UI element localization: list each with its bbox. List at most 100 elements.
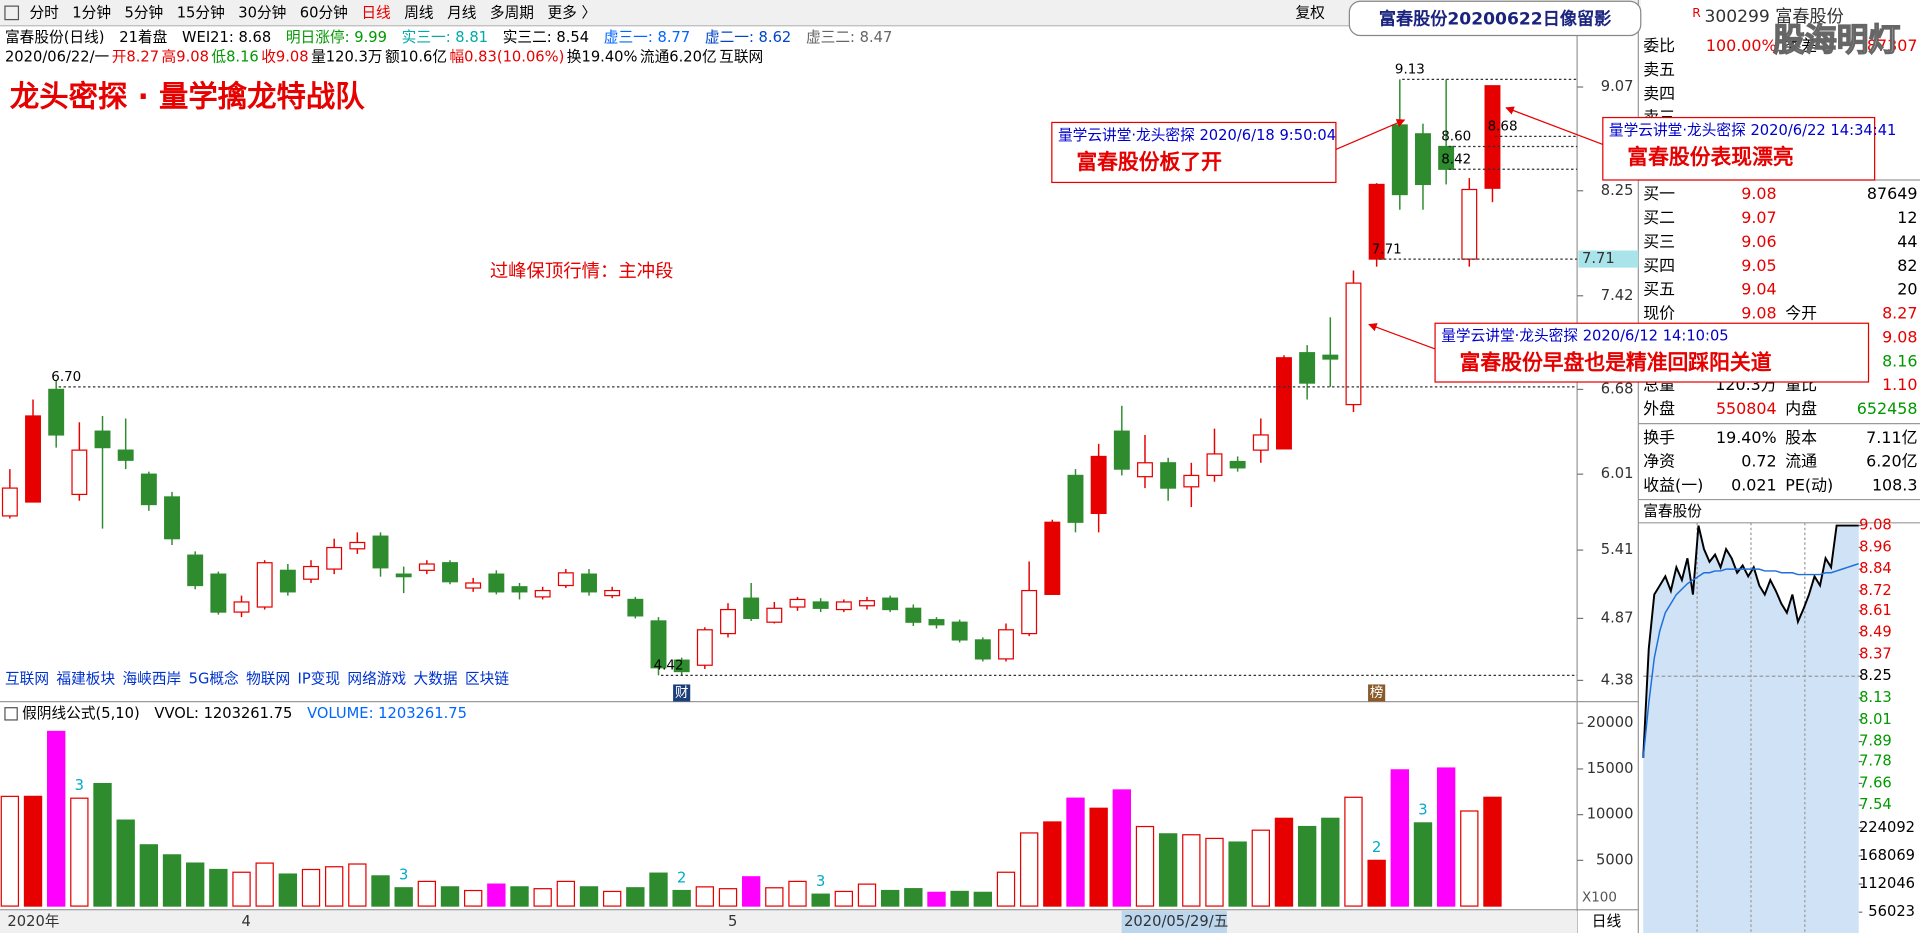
volume-bar (1321, 817, 1340, 907)
quote-title: 300299 富春股份 (1704, 7, 1843, 27)
callout-text: 富春股份表现漂亮 (1627, 145, 1793, 169)
intraday-line (1642, 562, 1859, 759)
volume-bar (1043, 821, 1062, 907)
quote-cell: 0.72 (1741, 452, 1776, 471)
callout-text: 富春股份板了开 (1076, 150, 1222, 174)
volume-bar (463, 889, 483, 907)
callout-source: 量学云讲堂·龙头密探 2020/6/12 14:10:05 (1441, 328, 1728, 345)
period-tab[interactable]: 月线 (447, 4, 477, 21)
quote-flag: R (1692, 6, 1701, 20)
callout-arrow (1505, 106, 1604, 146)
volume-bar (1344, 796, 1363, 907)
volume-tag: 2 (677, 869, 686, 886)
volume-bar (811, 893, 830, 907)
quote-cell: 买五 (1643, 280, 1675, 299)
candle-body (1206, 453, 1223, 477)
concept-tag[interactable]: 物联网 (246, 671, 290, 688)
period-tab[interactable]: 多周期 (490, 4, 534, 21)
candle-body (326, 546, 343, 570)
candle-body (604, 589, 621, 597)
concept-tag[interactable]: 互联网 (5, 671, 49, 688)
quote-cell: 9.08 (1741, 304, 1776, 323)
quote-cell: 8.16 (1882, 351, 1917, 370)
candle-body (488, 573, 505, 593)
volume-bar (1158, 833, 1178, 907)
candle-body (974, 639, 991, 660)
quote-cell: 9.04 (1741, 280, 1776, 299)
volume-bar (162, 854, 182, 907)
y-tick-label: 10000 (1587, 806, 1634, 823)
x-tick-label: 4 (242, 913, 251, 930)
quote-cell: 87649 (1867, 184, 1918, 203)
y-tick-label: 8.61 (1859, 602, 1892, 619)
quote-cell: 82 (1897, 256, 1917, 275)
tool-button[interactable]: 复权 (1295, 3, 1325, 21)
volume-indicator: VOLUME: 1203261.75 (307, 705, 467, 722)
y2-tick-label: 56023 (1868, 903, 1915, 920)
concept-tag[interactable]: 海峡西岸 (122, 671, 181, 688)
volume-bar (950, 890, 969, 907)
y2-tick-label: 168069 (1859, 847, 1915, 864)
candle-body (905, 607, 922, 623)
period-tab[interactable]: 60分钟 (300, 4, 348, 21)
bar-info-text: 幅0.83(10.06%) (449, 49, 564, 66)
quote-cell: 今开 (1785, 304, 1817, 323)
volume-indicator: 假阴线公式(5,10) (22, 705, 140, 722)
y-tick-label: 8.84 (1859, 560, 1892, 577)
candle-body (1438, 145, 1455, 170)
volume-bar (904, 888, 923, 907)
period-tab[interactable]: 周线 (404, 4, 434, 21)
volume-bar (1483, 796, 1502, 907)
concept-tag[interactable]: 区块链 (465, 671, 509, 688)
candle-body (117, 449, 134, 461)
indicator-text: 富春股份(日线) (5, 28, 105, 46)
candle-body (372, 535, 389, 569)
callout-text: 富春股份早盘也是精准回踩阳关道 (1460, 351, 1772, 375)
candle-body (882, 597, 899, 611)
volume-bar (973, 891, 993, 907)
candle-body (1067, 474, 1084, 523)
y-tick-label: 7.78 (1859, 753, 1892, 770)
concept-tag[interactable]: 网络游戏 (347, 671, 406, 688)
volume-tag: 3 (816, 873, 825, 890)
period-tab[interactable]: 1分钟 (72, 4, 111, 21)
volume-bar (718, 888, 738, 907)
volume-bar (1205, 837, 1224, 907)
concept-tag[interactable]: 福建板块 (56, 670, 115, 688)
candle-body (789, 598, 806, 608)
bar-info-text: 2020/06/22/一 (5, 49, 110, 66)
volume-bar (324, 866, 344, 907)
candle-body (1299, 352, 1316, 384)
period-tab[interactable]: 日线 (361, 4, 391, 21)
y-tick-label: 7.42 (1601, 287, 1634, 304)
period-tab[interactable]: 5分钟 (125, 4, 164, 21)
concept-tag[interactable]: 5G概念 (189, 670, 239, 688)
candle-body (465, 582, 482, 589)
volume-bar (0, 795, 20, 907)
candle-body (581, 573, 597, 593)
quote-cell: 买一 (1643, 184, 1675, 203)
period-tab[interactable]: 分时 (29, 4, 59, 21)
candle-body (1, 487, 18, 517)
candle-body (534, 589, 551, 598)
volume-bar (47, 730, 66, 907)
y2-tick-label: 112046 (1859, 875, 1915, 892)
candle-body (233, 601, 250, 613)
period-tab[interactable]: 30分钟 (238, 4, 286, 21)
period-tab[interactable]: 15分钟 (177, 4, 225, 21)
quote-cell: 100.00% (1706, 36, 1777, 55)
banner: 富春股份20200622日像留影 (1379, 9, 1611, 30)
concept-tag[interactable]: 大数据 (414, 671, 458, 688)
quote-cell: 净资 (1643, 452, 1675, 471)
candle-body (1113, 430, 1130, 470)
cursor-date-box (1121, 910, 1227, 933)
candle-body (951, 621, 968, 641)
y-tick-label: 8.25 (1601, 182, 1634, 199)
period-tab[interactable]: 更多 〉 (547, 4, 596, 21)
volume-bar (93, 782, 112, 907)
y-tick-label: 15000 (1587, 760, 1634, 777)
candle-body (859, 600, 875, 607)
volume-bar (255, 862, 274, 907)
concept-tag[interactable]: IP变现 (297, 671, 340, 688)
